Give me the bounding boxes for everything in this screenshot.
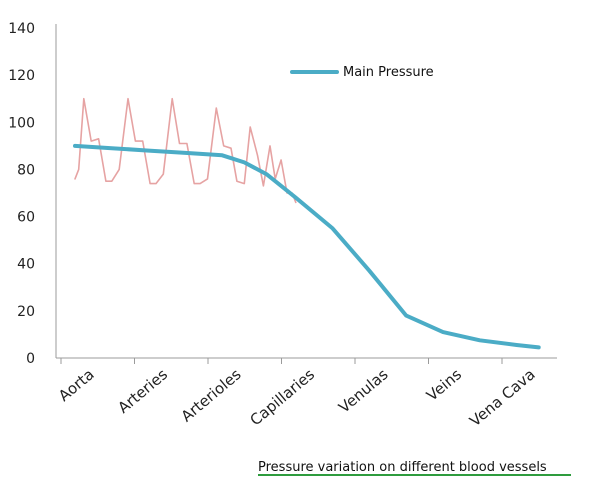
y-tick-label: 80 — [17, 162, 35, 178]
y-tick-label: 0 — [26, 351, 35, 367]
x-tick-label: Arteries — [114, 365, 171, 417]
x-tick-label: Vena Cava — [466, 365, 538, 430]
y-tick-label: 120 — [8, 68, 35, 84]
x-tick-label: Arterioles — [178, 365, 245, 425]
x-tick-label: Veins — [423, 365, 465, 404]
main-pressure-line — [73, 143, 541, 350]
y-tick-label: 20 — [17, 304, 35, 320]
y-tick-label: 40 — [17, 257, 35, 273]
y-axis: 0 20 40 60 80 100 120 140 — [8, 21, 57, 367]
pulsatile-pressure-line — [74, 97, 297, 204]
x-tick-label: Aorta — [55, 365, 98, 405]
legend-label: Main Pressure — [343, 65, 434, 80]
caption-text: Pressure variation on different blood ve… — [258, 460, 547, 475]
y-tick-label: 100 — [8, 115, 35, 131]
x-tick-label: Venulas — [335, 365, 392, 417]
y-tick-label: 60 — [17, 210, 35, 226]
y-tick-label: 140 — [8, 21, 35, 37]
legend: Main Pressure — [290, 65, 434, 80]
caption: Pressure variation on different blood ve… — [258, 460, 571, 476]
plot-area — [73, 97, 541, 350]
x-tick-label: Capillaries — [247, 365, 319, 429]
x-axis: Aorta Arteries Arterioles Capillaries Venula… — [55, 357, 557, 430]
